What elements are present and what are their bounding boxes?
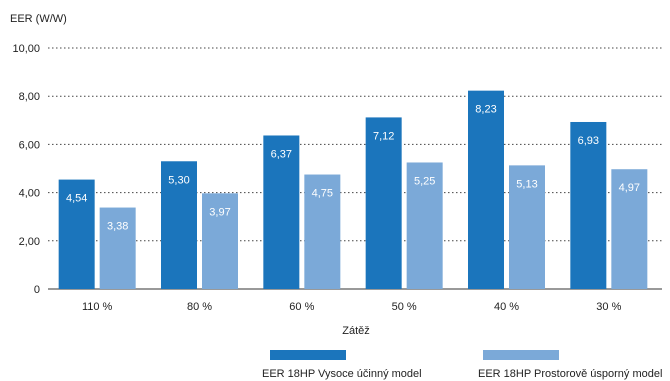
legend-label: EER 18HP Prostorově úsporný model [478,368,662,380]
bar [406,162,443,289]
bar-value-label: 4,97 [619,182,640,194]
bar-value-label: 5,13 [516,178,537,190]
category-label: 50 % [392,301,417,313]
y-tick-label: 8,00 [19,91,40,103]
bar [58,179,95,289]
bar-value-label: 4,75 [312,188,333,200]
y-tick-label: 10,00 [12,43,40,55]
bar-value-label: 5,25 [414,175,435,187]
bars: 4,54 3,38 5,30 3,97 6,37 4,75 7,12 5,25 8,23 5,13… [58,90,648,290]
y-tick-label: 2,00 [19,236,40,248]
bar-value-label: 8,23 [475,104,496,116]
category-label: 30 % [596,301,621,313]
legend-swatch [270,350,346,360]
category-labels: 110 % 80 % 60 % 50 % 40 % 30 % [82,301,622,313]
gridlines [48,47,662,290]
legend: EER 18HP Vysoce účinný model EER 18HP Pro… [262,350,662,380]
x-axis-label: Zátěž [342,325,370,337]
bar [99,207,136,289]
y-tick-label: 6,00 [19,139,40,151]
bar-value-label: 7,12 [373,130,394,142]
category-label: 60 % [289,301,314,313]
bar [611,169,648,289]
y-tick-label: 4,00 [19,188,40,200]
bar [161,161,197,289]
bar [570,121,607,289]
bar [263,135,300,289]
y-tick-label: 0 [34,284,40,296]
category-label: 40 % [494,301,519,313]
bar-value-label: 6,37 [271,148,292,160]
bar [509,165,545,289]
category-label: 110 % [82,301,113,313]
y-axis-label: EER (W/W) [10,13,67,25]
bar-value-label: 6,93 [578,135,599,147]
bar [202,193,238,289]
bar-value-label: 4,54 [66,193,87,205]
category-label: 80 % [187,301,212,313]
legend-swatch [483,350,559,360]
bar [304,174,341,289]
y-tick-labels: 0 2,00 4,00 6,00 8,00 10,00 [12,43,40,296]
legend-label: EER 18HP Vysoce účinný model [262,368,422,380]
bar-value-label: 3,38 [107,221,128,233]
bar-value-label: 3,97 [209,206,230,218]
bar [468,90,504,289]
bar [365,117,402,290]
bar-value-label: 5,30 [168,174,189,186]
